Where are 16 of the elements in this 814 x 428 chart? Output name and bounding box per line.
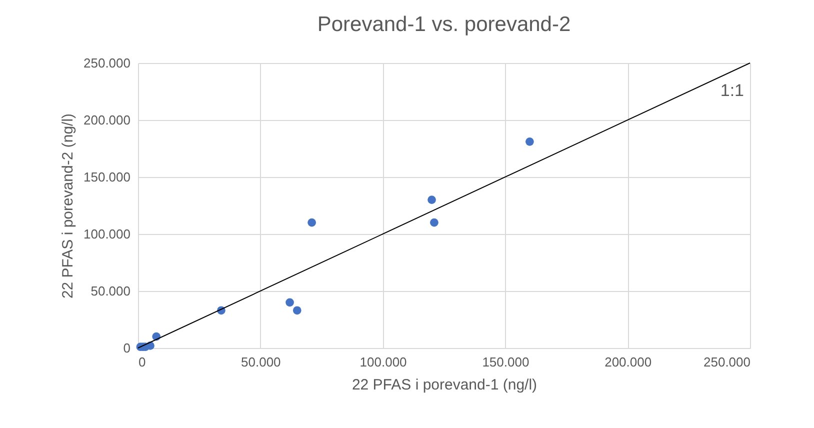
chart-title: Porevand-1 vs. porevand-2: [317, 13, 571, 36]
y-tick-label: 50.000: [90, 284, 130, 298]
x-tick-label: 50.000: [241, 354, 281, 370]
y-tick-label: 200.000: [84, 112, 130, 128]
x-tick-label: 100.000: [360, 354, 407, 370]
x-tick-label: 250.000: [704, 354, 750, 370]
x-tick-label: 200.000: [604, 354, 652, 370]
y-tick-label: 0: [123, 340, 130, 356]
y-axis-title: 22 PFAS i porevand-2 (ng/l): [60, 113, 77, 299]
y-tick-label: 150.000: [84, 170, 130, 184]
x-tick-label: 0: [138, 354, 146, 370]
annotation: 1:1: [720, 81, 744, 100]
y-tick-label: 250.000: [84, 56, 130, 70]
x-tick-label: 150.000: [482, 354, 530, 370]
x-axis-title: 22 PFAS i porevand-1 (ng/l): [352, 376, 538, 394]
y-tick-label: 100.000: [84, 226, 130, 242]
